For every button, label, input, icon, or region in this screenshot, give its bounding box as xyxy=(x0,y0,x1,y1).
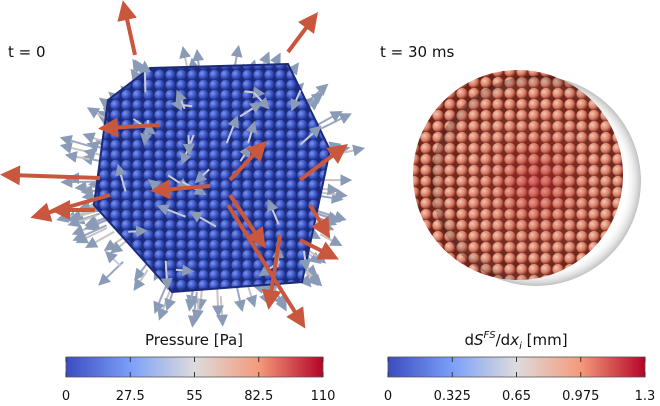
arrow xyxy=(10,175,100,178)
arrow xyxy=(137,270,148,286)
colorbar-title: dSFS/dxi [mm] xyxy=(464,330,567,352)
tick-label: 0.975 xyxy=(562,389,599,404)
tick-label: 27.5 xyxy=(116,389,145,404)
arrow xyxy=(288,20,312,52)
time-label: t = 0 xyxy=(8,43,46,61)
figure: t = 0 t = 30 ms Pressure [Pa] dSFS/dxi [… xyxy=(0,0,660,406)
tick-label: 110 xyxy=(311,389,336,404)
tick-label: 55 xyxy=(186,389,203,404)
tick-label: 0 xyxy=(62,389,70,404)
title-part: /d xyxy=(496,331,511,349)
time-label: t = 30 ms xyxy=(380,43,454,61)
arrow xyxy=(66,139,92,147)
arrow xyxy=(197,298,199,316)
title-part: [mm] xyxy=(522,331,568,349)
arrow xyxy=(109,255,120,266)
arrow xyxy=(193,292,197,322)
arrow xyxy=(128,231,142,232)
arrow xyxy=(125,10,135,55)
tick-label: 82.5 xyxy=(244,389,273,404)
tick-label: 1.3 xyxy=(635,389,656,404)
title-part: FS xyxy=(484,330,497,341)
title-part: d xyxy=(464,331,474,349)
arrow xyxy=(221,296,223,321)
arrow xyxy=(188,135,189,150)
arrow xyxy=(306,87,324,102)
title-part: x xyxy=(509,331,519,349)
arrow xyxy=(176,270,188,271)
tick-label: 0.65 xyxy=(502,389,531,404)
arrow xyxy=(321,116,347,129)
sphere-shading xyxy=(431,76,641,286)
arrow xyxy=(320,234,337,243)
arrow xyxy=(145,66,146,92)
tick-label: 0.325 xyxy=(434,389,471,404)
particle-cube xyxy=(94,64,330,292)
colorbar-title: Pressure [Pa] xyxy=(145,331,243,349)
title-part: S xyxy=(474,331,484,349)
tick-label: 0 xyxy=(384,389,392,404)
